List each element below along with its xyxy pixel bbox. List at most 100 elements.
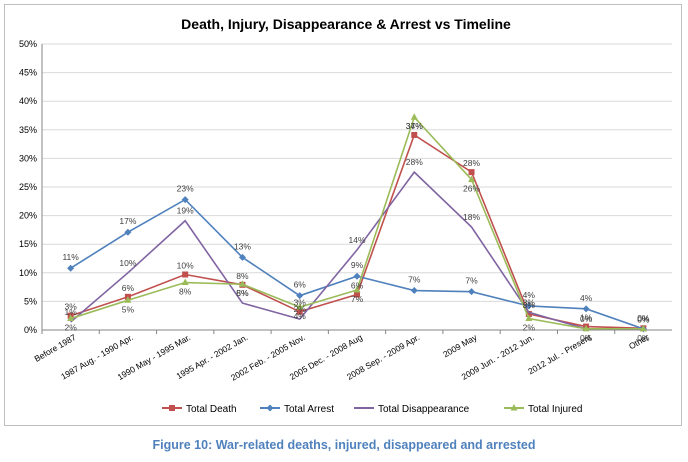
y-tick-label: 25%	[19, 182, 37, 192]
y-tick-label: 10%	[19, 268, 37, 278]
data-label: 28%	[406, 157, 423, 167]
data-label: 0%	[580, 333, 593, 343]
series-line-2	[70, 170, 644, 331]
legend-label: Total Arrest	[284, 404, 334, 415]
data-label: 8%	[179, 287, 192, 297]
y-tick-label: 5%	[24, 296, 37, 306]
y-tick-label: 30%	[19, 153, 37, 163]
data-label: 9%	[351, 260, 364, 270]
data-point	[468, 169, 475, 176]
data-point	[354, 291, 360, 298]
data-label: 1%	[580, 313, 593, 323]
data-label: 4%	[523, 290, 536, 300]
legend-marker	[510, 404, 518, 411]
data-label: 2%	[294, 304, 307, 314]
data-label: 28%	[463, 158, 480, 168]
data-point	[582, 305, 590, 313]
y-tick-label: 40%	[19, 96, 37, 106]
data-label: 3%	[64, 302, 77, 312]
data-label: 0%	[637, 314, 650, 324]
y-tick-label: 0%	[24, 325, 37, 335]
data-point	[67, 264, 75, 272]
line-chart: Death, Injury, Disappearance & Arrest vs…	[19, 16, 672, 415]
data-label: 2%	[523, 323, 536, 333]
data-labels: 3%6%10%8%3%6%34%28%3%1% 0%11%17%23%13%6%9…	[62, 121, 650, 343]
data-point	[353, 285, 361, 293]
axes: 0% 5% 10% 15% 20% 25% 30% 35% 40% 45% 50% Before 19…	[19, 39, 672, 383]
data-label: 5%	[236, 288, 249, 298]
legend-marker	[169, 405, 175, 411]
data-label: 4%	[580, 293, 593, 303]
legend-label: Total Injured	[528, 404, 582, 415]
legend: Total Death Total Arrest Total Disappearan…	[162, 404, 582, 415]
data-label: 7%	[351, 294, 364, 304]
data-label: 7%	[408, 275, 421, 285]
legend-marker	[266, 404, 274, 412]
y-tick-label: 45%	[19, 68, 37, 78]
data-point	[182, 271, 189, 278]
data-label: 0%	[637, 313, 650, 323]
data-label: 3%	[294, 298, 307, 308]
data-label: 26%	[463, 184, 480, 194]
data-label: 0%	[580, 314, 593, 324]
data-label: 6%	[122, 283, 135, 293]
y-tick-label: 15%	[19, 239, 37, 249]
data-point	[181, 196, 189, 204]
data-label: 6%	[351, 281, 364, 291]
data-label: 17%	[119, 216, 136, 226]
data-label: 8%	[236, 288, 249, 298]
data-point	[525, 314, 533, 322]
y-tick-label: 35%	[19, 125, 37, 135]
data-label: 0%	[637, 314, 650, 324]
data-label: 3%	[523, 300, 536, 310]
figure-caption: Figure 10: War-related deaths, injured, …	[152, 438, 536, 452]
data-label: 1%	[64, 307, 77, 317]
data-label: 2%	[64, 323, 77, 333]
chart-title: Death, Injury, Disappearance & Arrest vs…	[181, 16, 511, 32]
y-tick-label: 50%	[19, 39, 37, 49]
data-label: 8%	[236, 271, 249, 281]
data-point	[296, 292, 304, 300]
data-point	[410, 287, 418, 295]
data-point	[639, 324, 647, 332]
data-point	[582, 324, 590, 332]
legend-label: Total Disappearance	[378, 404, 470, 415]
data-label: 18%	[463, 212, 480, 222]
x-tick-label: 2009 May	[441, 332, 479, 360]
data-label: 23%	[177, 184, 194, 194]
data-point	[525, 310, 532, 317]
data-point	[410, 113, 418, 120]
data-label: 6%	[294, 280, 307, 290]
data-label: 19%	[177, 206, 194, 216]
data-point	[124, 296, 132, 303]
data-label: 14%	[348, 235, 365, 245]
series-lines	[67, 113, 647, 333]
data-label: 4%	[294, 311, 307, 321]
data-point	[525, 302, 533, 310]
x-tick-label: Before 1987	[33, 332, 78, 364]
data-point	[411, 131, 418, 138]
y-tick-label: 20%	[19, 211, 37, 221]
data-label: 34%	[406, 121, 423, 131]
data-point	[353, 272, 361, 280]
data-label: 37%	[406, 121, 423, 131]
data-label: 7%	[465, 276, 478, 286]
data-point	[124, 228, 132, 236]
data-label: 10%	[119, 258, 136, 268]
data-label: 5%	[122, 304, 135, 314]
data-point	[238, 280, 246, 287]
data-label: 3%	[523, 297, 536, 307]
data-point	[296, 303, 304, 310]
data-label: 13%	[234, 241, 251, 251]
data-point	[468, 175, 476, 183]
chart-frame	[4, 4, 682, 426]
data-point	[238, 253, 246, 261]
data-point	[468, 288, 476, 296]
legend-label: Total Death	[186, 404, 237, 415]
data-label: 11%	[62, 252, 79, 262]
data-label: 10%	[177, 261, 194, 271]
data-point	[67, 314, 75, 322]
data-point	[181, 278, 189, 286]
data-point	[296, 308, 303, 315]
data-label: 0%	[637, 333, 650, 343]
